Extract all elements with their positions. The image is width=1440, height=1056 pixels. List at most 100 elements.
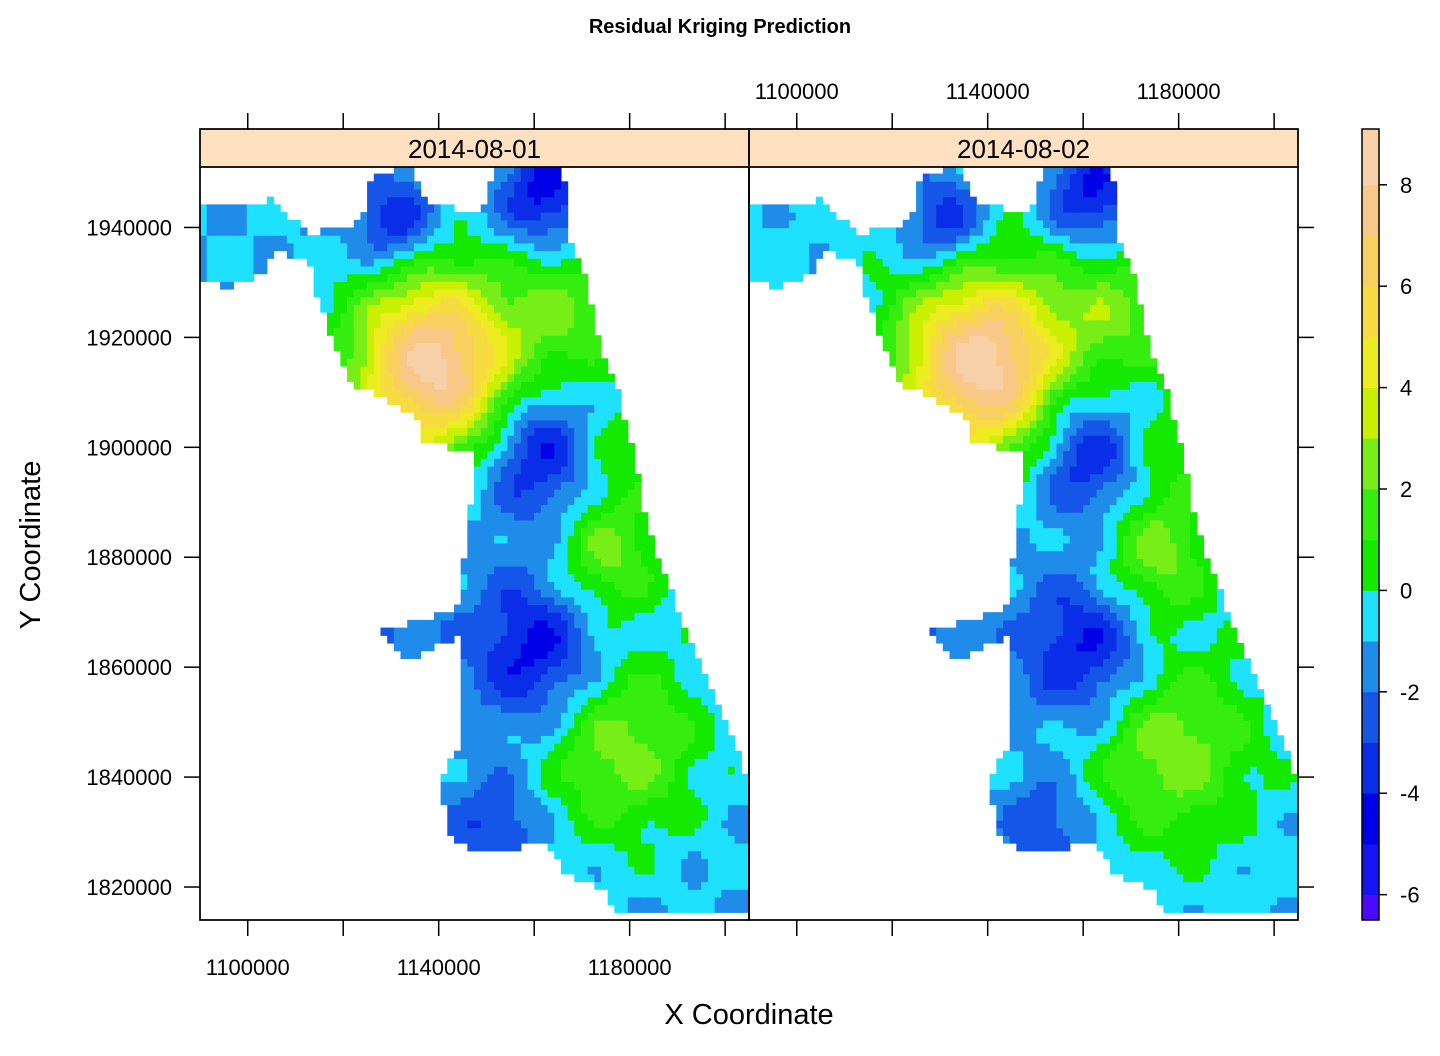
raster-cell xyxy=(527,766,535,775)
raster-cell xyxy=(989,258,997,267)
raster-cell xyxy=(587,558,595,567)
raster-cell xyxy=(1016,642,1024,652)
raster-cell xyxy=(494,612,502,621)
raster-cell xyxy=(380,242,388,252)
raster-cell xyxy=(996,281,1004,290)
raster-cell xyxy=(989,219,997,229)
raster-cell xyxy=(741,881,749,890)
raster-cell xyxy=(467,412,475,421)
raster-cell xyxy=(1009,627,1017,636)
raster-cell xyxy=(627,481,636,490)
raster-cell xyxy=(634,727,642,736)
raster-cell xyxy=(654,735,662,744)
raster-cell xyxy=(614,612,622,621)
raster-cell xyxy=(996,219,1004,229)
raster-cell xyxy=(621,719,629,729)
raster-cell xyxy=(627,858,636,867)
raster-cell xyxy=(1016,419,1024,429)
raster-cell xyxy=(1063,196,1071,205)
raster-cell xyxy=(869,227,877,236)
raster-cell xyxy=(916,327,924,336)
raster-cell xyxy=(574,681,582,690)
raster-cell xyxy=(829,219,837,229)
raster-cell xyxy=(514,281,522,290)
raster-cell xyxy=(413,389,422,398)
raster-cell xyxy=(1016,427,1024,436)
raster-cell xyxy=(373,389,382,398)
raster-cell xyxy=(687,642,696,652)
raster-cell xyxy=(574,373,582,382)
raster-cell xyxy=(1036,750,1044,759)
raster-cell xyxy=(580,758,589,767)
raster-cell xyxy=(822,227,830,236)
raster-cell xyxy=(540,535,549,544)
raster-cell xyxy=(387,312,395,321)
raster-cell xyxy=(989,627,997,636)
raster-cell xyxy=(755,273,763,282)
raster-cell xyxy=(1009,712,1017,721)
raster-cell xyxy=(580,342,589,352)
raster-cell xyxy=(587,512,595,521)
raster-cell xyxy=(982,342,991,352)
raster-cell xyxy=(500,327,509,336)
raster-cell xyxy=(1069,827,1078,836)
raster-cell xyxy=(701,858,709,867)
raster-cell xyxy=(1043,527,1051,536)
raster-cell xyxy=(1009,212,1017,221)
raster-cell xyxy=(1049,419,1058,429)
raster-cell xyxy=(474,227,482,236)
raster-cell xyxy=(996,258,1004,267)
raster-cell xyxy=(494,573,502,583)
raster-cell xyxy=(594,473,602,482)
raster-cell xyxy=(1023,350,1031,359)
raster-cell xyxy=(547,535,555,544)
raster-cell xyxy=(560,819,569,829)
raster-cell xyxy=(896,258,904,267)
raster-cell xyxy=(1049,519,1058,529)
raster-cell xyxy=(1036,542,1044,552)
raster-cell xyxy=(902,319,910,329)
raster-cell xyxy=(1009,596,1017,606)
raster-cell xyxy=(614,673,622,683)
raster-cell xyxy=(607,642,615,652)
raster-cell xyxy=(949,265,957,275)
raster-cell xyxy=(782,242,790,252)
raster-cell xyxy=(407,204,415,213)
raster-cell xyxy=(1056,442,1064,452)
raster-cell xyxy=(567,589,575,598)
raster-cell xyxy=(540,573,549,583)
raster-cell xyxy=(460,743,468,752)
raster-cell xyxy=(621,843,629,852)
raster-cell xyxy=(942,381,951,390)
raster-cell xyxy=(554,812,562,821)
raster-cell xyxy=(467,558,475,567)
raster-cell xyxy=(574,627,582,636)
raster-cell xyxy=(534,642,542,652)
raster-cell xyxy=(962,242,971,252)
raster-cell xyxy=(440,335,448,344)
raster-cell xyxy=(1036,573,1044,583)
raster-cell xyxy=(1056,819,1064,829)
raster-cell xyxy=(567,242,575,252)
raster-cell xyxy=(654,704,662,713)
raster-cell xyxy=(494,442,502,452)
raster-cell xyxy=(614,681,622,690)
raster-cell xyxy=(440,319,448,329)
raster-cell xyxy=(614,419,622,429)
raster-cell xyxy=(889,273,897,282)
raster-cell xyxy=(580,619,589,629)
raster-cell xyxy=(480,781,488,790)
raster-cell xyxy=(440,612,448,621)
raster-cell xyxy=(574,442,582,452)
raster-cell xyxy=(1023,342,1031,352)
raster-cell xyxy=(614,527,622,536)
raster-cell xyxy=(440,204,448,213)
raster-cell xyxy=(741,889,749,898)
raster-cell xyxy=(233,258,241,267)
raster-cell xyxy=(621,873,629,883)
raster-cell xyxy=(520,704,529,713)
raster-cell xyxy=(520,242,529,252)
raster-cell xyxy=(1016,542,1024,552)
raster-cell xyxy=(520,227,529,236)
raster-cell xyxy=(574,858,582,867)
